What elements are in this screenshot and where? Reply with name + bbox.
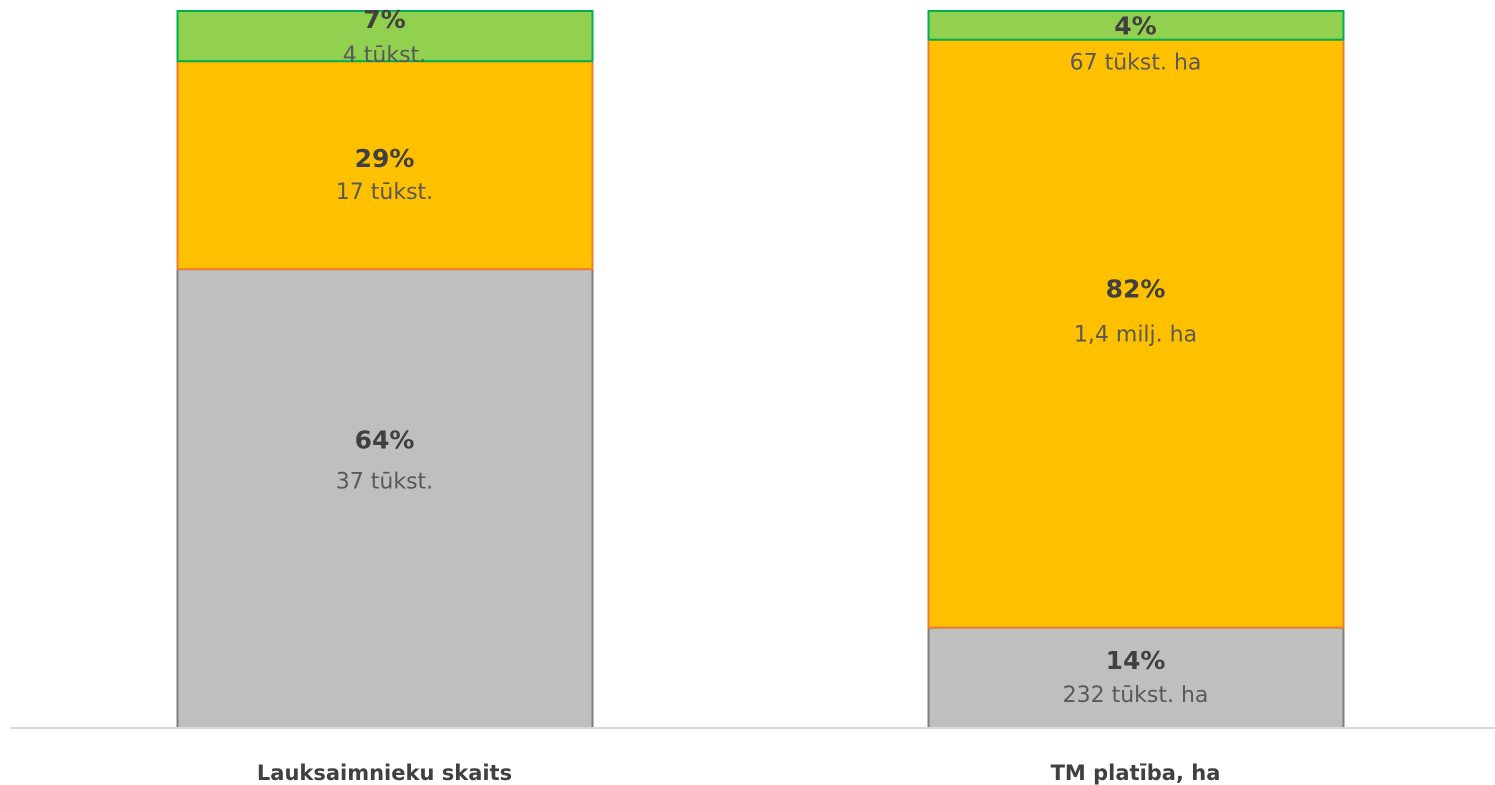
data-label-amount: 1,4 milj. ha (1074, 323, 1197, 348)
data-label-amount: 232 tūkst. ha (1063, 683, 1209, 708)
data-label-percent: 7% (363, 5, 405, 34)
data-label-percent: 14% (1106, 646, 1166, 675)
labels-layer: 64% 37 tūkst. 29% 17 tūkst. 7% 4 tūkst. 14% 232… (336, 5, 1209, 708)
bar-segment-2-3 (927, 10, 1345, 41)
data-label-percent: 4% (1114, 11, 1156, 40)
bars-layer (176, 10, 1345, 729)
bar-segment-1-1 (176, 268, 594, 729)
data-label-amount: 17 tūkst. (336, 180, 433, 205)
data-label-amount: 67 tūkst. ha (1070, 50, 1202, 75)
bar-segment-1-3 (176, 10, 594, 63)
category-label: TM platība, ha (1051, 761, 1221, 785)
data-label-percent: 82% (1106, 275, 1166, 304)
data-label-amount: 4 tūkst. (343, 43, 426, 68)
category-label: Lauksaimnieku skaits (257, 761, 512, 785)
data-label-percent: 29% (355, 144, 415, 173)
bar-segment-2-1 (927, 626, 1345, 729)
data-label-amount: 37 tūkst. (336, 470, 433, 495)
category-labels: Lauksaimnieku skaits TM platība, ha (257, 761, 1221, 785)
bar-segment-1-2 (176, 60, 594, 271)
data-label-percent: 64% (355, 426, 415, 455)
